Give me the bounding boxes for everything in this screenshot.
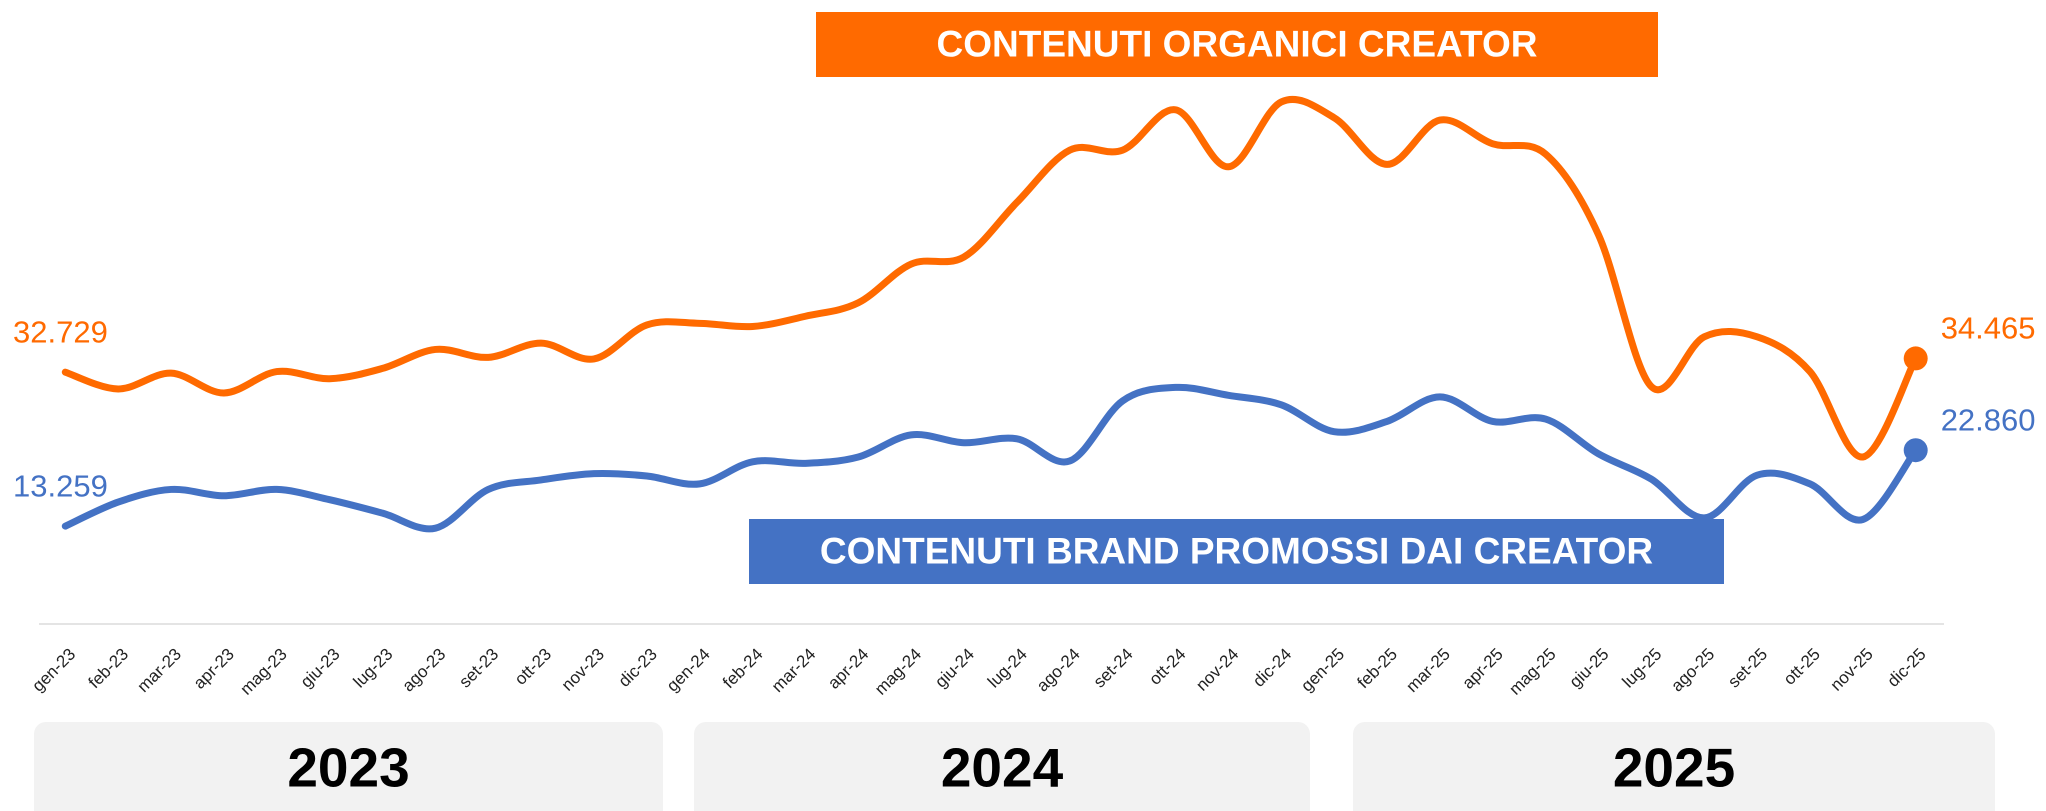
data-label: 34.465 — [1941, 311, 2036, 346]
x-tick-label: mar-24 — [768, 645, 820, 697]
x-tick-label: feb-24 — [719, 645, 767, 693]
x-tick-label: giu-23 — [297, 645, 344, 692]
x-tick-label: feb-25 — [1353, 645, 1401, 693]
year-box — [1353, 722, 1995, 811]
x-tick-label: set-23 — [455, 645, 502, 692]
year-box — [694, 722, 1310, 811]
x-tick-label: mag-25 — [1505, 645, 1559, 699]
x-tick-label: nov-25 — [1827, 645, 1877, 695]
x-tick-label: set-24 — [1090, 645, 1137, 692]
x-tick-label: apr-25 — [1459, 645, 1507, 693]
x-tick-label: ott-23 — [511, 645, 555, 689]
x-tick-label: nov-24 — [1192, 645, 1242, 695]
x-tick-label: gen-24 — [663, 645, 714, 696]
x-tick-label: apr-24 — [824, 645, 872, 693]
end-point — [1903, 438, 1928, 463]
series-title: CONTENUTI BRAND PROMOSSI DAI CREATOR — [820, 530, 1653, 571]
x-tick-label: lug-23 — [350, 645, 397, 692]
x-tick-label: ott-24 — [1145, 645, 1189, 689]
year-label: 2024 — [941, 737, 1064, 799]
x-tick-label: dic-25 — [1884, 645, 1930, 691]
x-tick-label: mag-24 — [871, 645, 925, 699]
x-tick-label: ago-23 — [399, 645, 450, 696]
x-tick-label: mar-23 — [134, 645, 186, 697]
x-tick-label: set-25 — [1724, 645, 1771, 692]
series-title: CONTENUTI ORGANICI CREATOR — [937, 23, 1538, 64]
x-tick-label: giu-24 — [931, 645, 978, 692]
x-tick-label: ott-25 — [1780, 645, 1824, 689]
year-box — [34, 722, 663, 811]
data-label: 13.259 — [13, 468, 108, 503]
x-tick-label: feb-23 — [85, 645, 133, 693]
title-box — [749, 519, 1724, 584]
title-box — [816, 12, 1658, 77]
x-tick-label: mag-23 — [237, 645, 291, 699]
x-tick-label: lug-25 — [1618, 645, 1665, 692]
series-line — [61, 95, 1920, 461]
data-label: 32.729 — [13, 314, 108, 349]
end-point — [1903, 346, 1928, 371]
x-tick-label: mar-25 — [1402, 645, 1454, 697]
x-tick-label: apr-23 — [190, 645, 238, 693]
data-label: 22.860 — [1941, 402, 2036, 437]
x-tick-label: dic-24 — [1249, 645, 1295, 691]
x-tick-label: gen-23 — [28, 645, 79, 696]
series-line — [61, 383, 1920, 533]
x-tick-label: dic-23 — [615, 645, 661, 691]
x-tick-label: giu-25 — [1566, 645, 1613, 692]
x-tick-label: gen-25 — [1297, 645, 1348, 696]
x-tick-label: ago-24 — [1033, 645, 1084, 696]
year-label: 2023 — [287, 737, 409, 799]
x-tick-label: nov-23 — [558, 645, 608, 695]
x-tick-label: lug-24 — [984, 645, 1031, 692]
year-label: 2025 — [1613, 737, 1735, 799]
x-tick-label: ago-25 — [1667, 645, 1718, 696]
